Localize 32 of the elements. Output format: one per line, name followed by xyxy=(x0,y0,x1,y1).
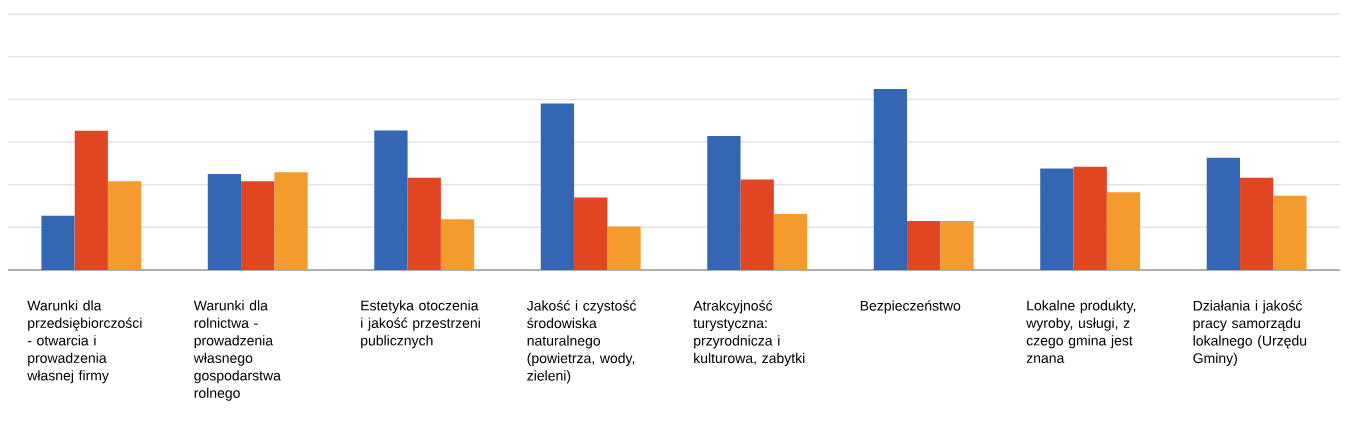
bar xyxy=(374,130,408,270)
x-tick-label: Estetyka otoczenia i jakość przestrzeni publicznych xyxy=(361,300,480,349)
bar xyxy=(907,221,941,270)
bar xyxy=(873,88,908,270)
bar xyxy=(440,219,475,270)
bar xyxy=(773,213,808,270)
bar xyxy=(540,103,575,270)
bar xyxy=(940,221,974,270)
x-tick-label: Działania i jakość pracy samorządu lokalnego (Urzędu Gminy) xyxy=(1193,300,1307,366)
bar xyxy=(707,136,741,270)
bar xyxy=(1273,195,1307,270)
bar xyxy=(207,174,242,270)
bar xyxy=(1040,168,1074,270)
bar xyxy=(607,226,641,270)
bar xyxy=(1106,192,1141,270)
bar xyxy=(74,130,108,270)
bar xyxy=(1206,157,1241,270)
bar xyxy=(241,181,275,270)
bar xyxy=(1240,177,1274,270)
x-tick-label: Jakość i czystość środowiska naturalnego (powietrza, wody, zieleni) xyxy=(526,300,637,384)
bar xyxy=(574,197,608,270)
bar xyxy=(274,172,308,270)
x-tick-label: Lokalne produkty, wyroby, usługi, z czego gmina jest znana xyxy=(1026,300,1136,363)
x-tick-label: Warunki dla rolnictwa - prowadzenia własnego gospodarstwa rolnego xyxy=(193,300,281,401)
bar xyxy=(1073,166,1107,270)
x-tick-label: Bezpieczeństwo xyxy=(860,300,961,314)
x-tick-label: Warunki dla przedsiębiorczości - otwarcia i prowadzenia własnej firmy xyxy=(27,300,142,384)
bar xyxy=(407,177,441,270)
x-tick-label: Atrakcyjność turystyczna: przyrodnicza i kulturowa, zabytki xyxy=(693,300,805,366)
bar xyxy=(41,215,75,270)
bar xyxy=(740,179,774,270)
bar xyxy=(107,181,142,270)
